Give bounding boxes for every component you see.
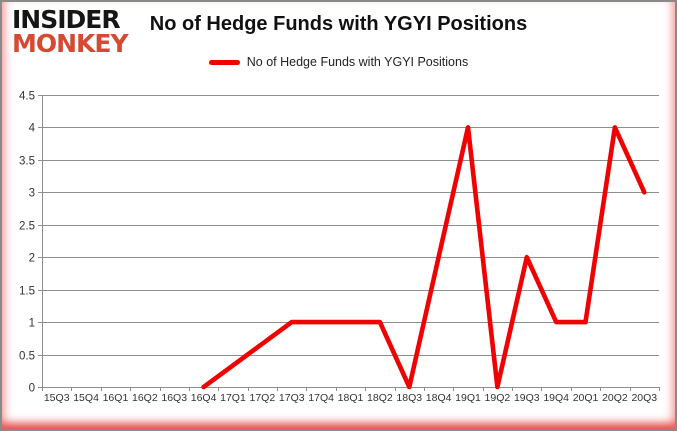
svg-text:17Q4: 17Q4: [308, 392, 334, 404]
x-axis-labels: 15Q3 15Q4 16Q1 16Q2 16Q3 16Q4 17Q1 17Q2 17Q3 17Q4…: [44, 392, 657, 404]
svg-text:17Q2: 17Q2: [250, 392, 276, 404]
svg-text:19Q2: 19Q2: [485, 392, 511, 404]
svg-text:2: 2: [29, 253, 35, 265]
axes: [42, 95, 660, 391]
svg-text:16Q1: 16Q1: [103, 392, 129, 404]
svg-text:15Q4: 15Q4: [73, 392, 99, 404]
chart-title: No of Hedge Funds with YGYI Positions: [149, 13, 528, 35]
svg-text:17Q1: 17Q1: [220, 392, 246, 404]
data-line: [201, 125, 647, 390]
svg-text:18Q2: 18Q2: [367, 392, 393, 404]
svg-text:19Q1: 19Q1: [455, 392, 481, 404]
gridlines: [38, 95, 659, 388]
svg-text:15Q3: 15Q3: [44, 392, 70, 404]
svg-text:20Q3: 20Q3: [631, 392, 657, 404]
svg-text:0: 0: [29, 383, 35, 395]
logo-line1: INSIDER: [12, 5, 121, 34]
svg-text:1: 1: [29, 318, 35, 330]
svg-text:0.5: 0.5: [19, 351, 35, 363]
svg-text:3: 3: [29, 188, 35, 200]
svg-text:20Q2: 20Q2: [602, 392, 628, 404]
svg-text:20Q1: 20Q1: [573, 392, 599, 404]
logo-line2: MONKEY: [12, 28, 129, 58]
svg-text:3.5: 3.5: [19, 156, 35, 168]
svg-text:4.5: 4.5: [19, 91, 35, 103]
svg-text:18Q4: 18Q4: [426, 392, 452, 404]
y-axis-labels: 0 0.5 1 1.5 2 2.5 3 3.5 4 4.5: [19, 91, 36, 395]
svg-text:19Q3: 19Q3: [514, 392, 540, 404]
svg-text:1.5: 1.5: [19, 286, 35, 298]
svg-text:16Q3: 16Q3: [161, 392, 187, 404]
svg-text:16Q4: 16Q4: [191, 392, 217, 404]
svg-text:19Q4: 19Q4: [543, 392, 569, 404]
svg-text:18Q1: 18Q1: [338, 392, 364, 404]
svg-text:16Q2: 16Q2: [132, 392, 158, 404]
svg-text:17Q3: 17Q3: [279, 392, 305, 404]
insider-monkey-logo: INSIDER MONKEY: [12, 5, 129, 58]
legend-label: No of Hedge Funds with YGYI Positions: [246, 55, 469, 69]
svg-text:4: 4: [29, 123, 36, 135]
legend: No of Hedge Funds with YGYI Positions: [2, 55, 675, 69]
svg-text:2.5: 2.5: [19, 221, 35, 233]
svg-text:18Q3: 18Q3: [396, 392, 422, 404]
legend-line-swatch: [208, 59, 240, 65]
